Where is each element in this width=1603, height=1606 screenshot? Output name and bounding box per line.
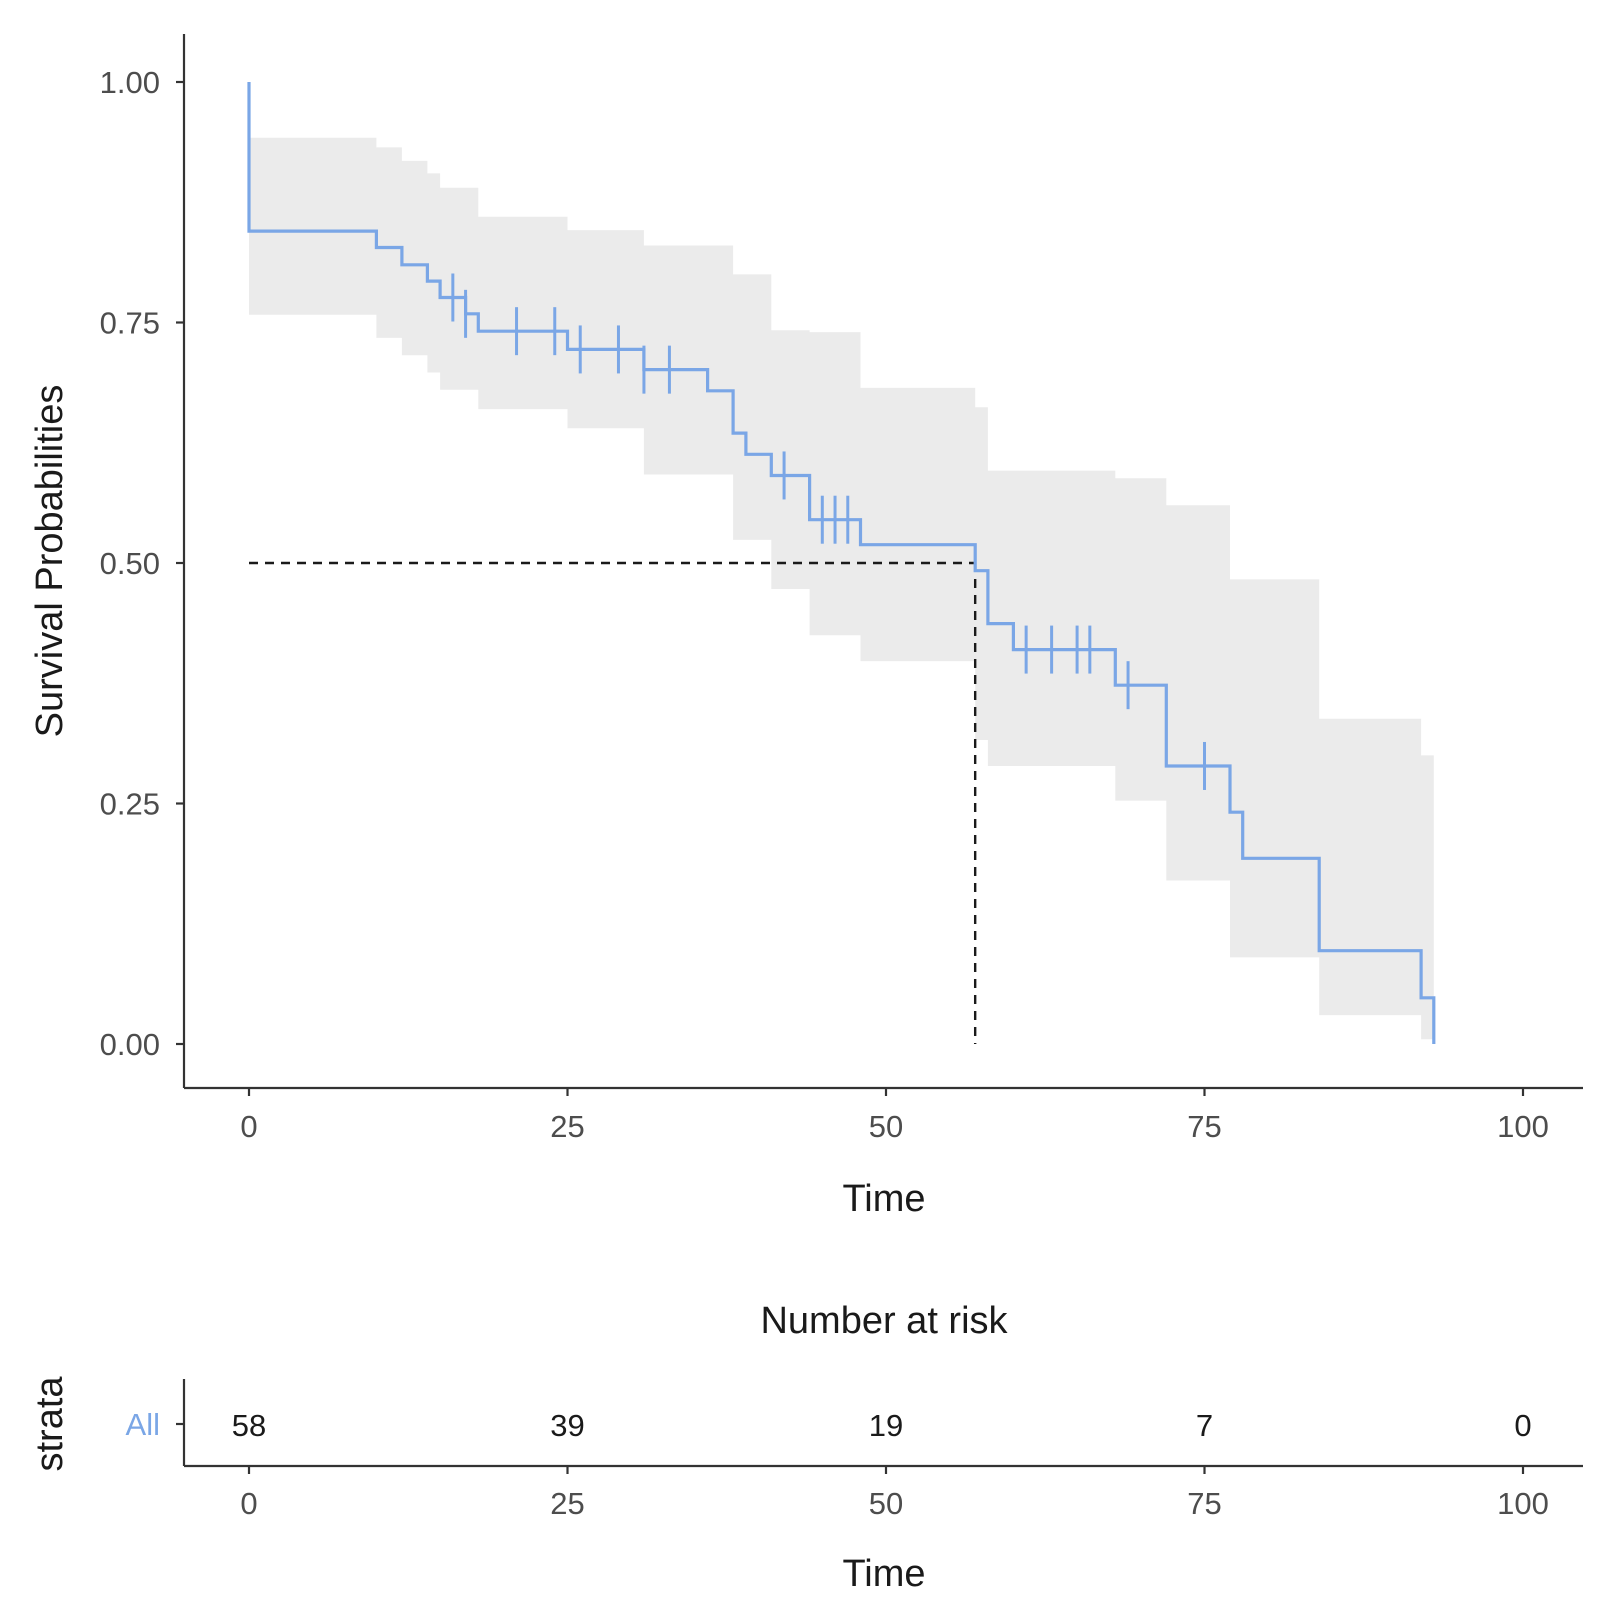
risk-x-axis-title: Time — [842, 1553, 925, 1595]
risk-y-axis-title: strata — [29, 1376, 71, 1472]
risk-count-value: 7 — [1196, 1408, 1213, 1443]
x-axis-title: Time — [842, 1178, 925, 1220]
y-axis-title: Survival Probabilities — [29, 385, 71, 738]
survival-curve — [247, 82, 1436, 1044]
risk-counts: 58 39 19 7 0 — [232, 1408, 1532, 1443]
y-tick-label: 0.00 — [100, 1027, 160, 1062]
risk-count-value: 19 — [869, 1408, 903, 1443]
risk-table: Number at risk All 58 39 19 7 0 0 25 50 75 100 T… — [29, 1300, 1583, 1595]
strata-label: All — [126, 1407, 160, 1442]
risk-x-tick-label: 25 — [550, 1486, 584, 1521]
risk-x-tick-label: 0 — [240, 1486, 257, 1521]
median-reference-lines — [249, 561, 977, 1044]
y-tick-label: 0.25 — [100, 787, 160, 822]
survival-plot: 0.00 0.25 0.50 0.75 1.00 0 25 50 75 100 Time Sur… — [29, 34, 1583, 1220]
y-tick-label: 1.00 — [100, 65, 160, 100]
y-tick-label: 0.75 — [100, 306, 160, 341]
risk-x-tick-label: 50 — [869, 1486, 903, 1521]
y-axis-ticks: 0.00 0.25 0.50 0.75 1.00 — [100, 65, 184, 1062]
x-tick-label: 75 — [1187, 1109, 1221, 1144]
x-axis-ticks: 0 25 50 75 100 — [240, 1088, 1549, 1144]
risk-x-axis-ticks: 0 25 50 75 100 — [240, 1466, 1549, 1521]
risk-count-value: 39 — [550, 1408, 584, 1443]
risk-x-tick-label: 75 — [1187, 1486, 1221, 1521]
x-tick-label: 25 — [550, 1109, 584, 1144]
censor-marks — [451, 273, 1206, 790]
risk-x-tick-label: 100 — [1497, 1486, 1549, 1521]
x-tick-label: 0 — [240, 1109, 257, 1144]
risk-table-title: Number at risk — [760, 1300, 1008, 1342]
y-tick-label: 0.50 — [100, 546, 160, 581]
x-tick-label: 100 — [1497, 1109, 1549, 1144]
risk-count-value: 0 — [1514, 1408, 1531, 1443]
x-tick-label: 50 — [869, 1109, 903, 1144]
risk-count-value: 58 — [232, 1408, 266, 1443]
confidence-band-area — [249, 137, 1434, 1040]
confidence-band — [249, 137, 1434, 1040]
